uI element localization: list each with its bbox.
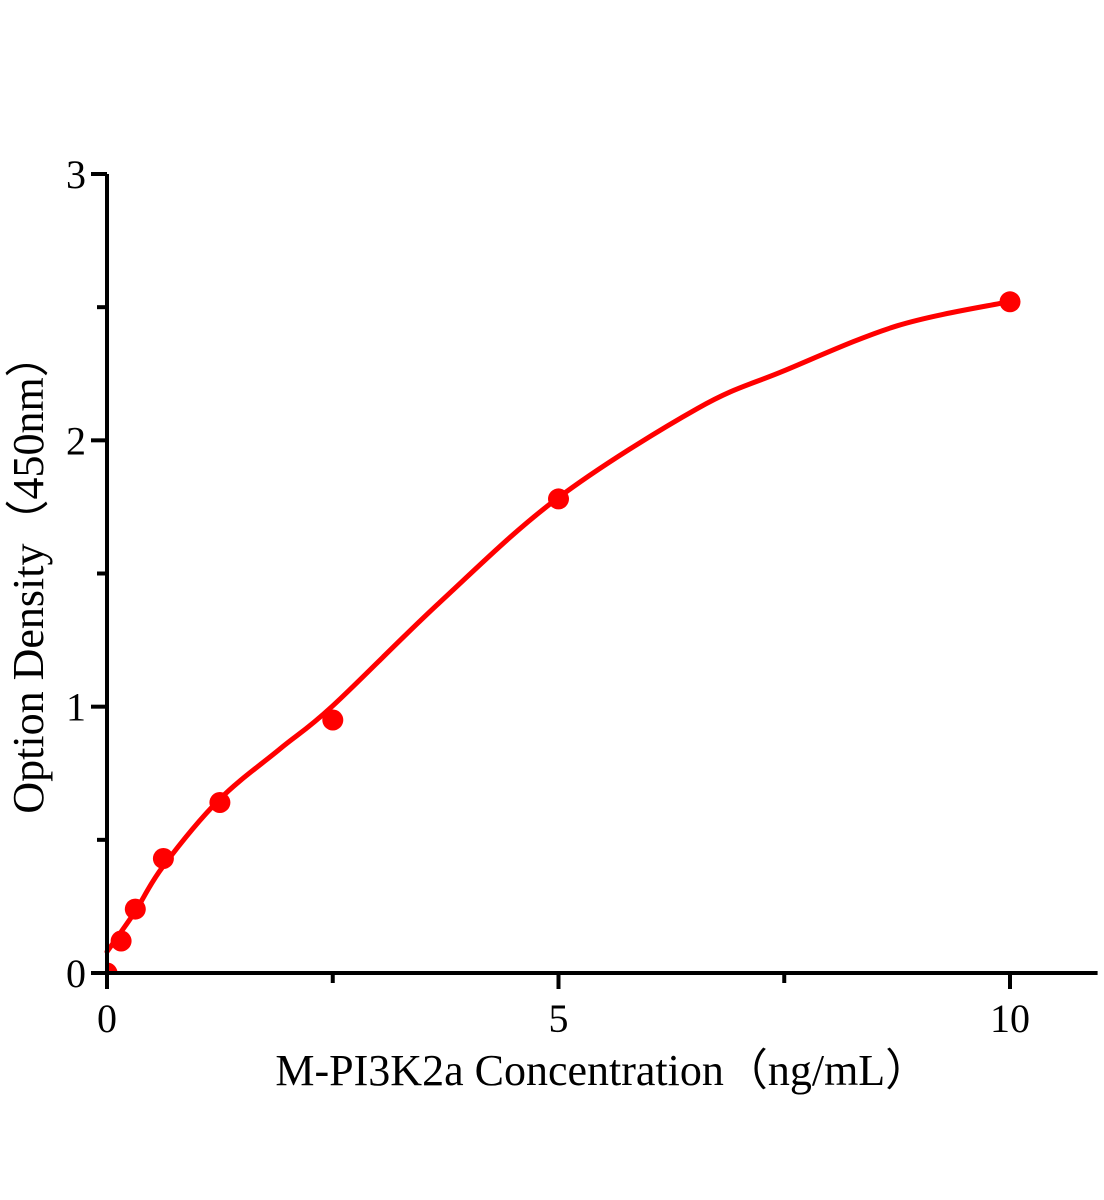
x-tick-label: 10 [990, 996, 1030, 1041]
y-tick-label: 3 [66, 152, 86, 197]
x-tick-label: 5 [549, 996, 569, 1041]
data-point [209, 792, 231, 813]
data-point [124, 898, 146, 920]
data-point [322, 709, 344, 731]
y-axis-title: Option Density（450nm） [4, 333, 53, 813]
y-tick-label: 1 [66, 685, 86, 730]
data-point [110, 930, 132, 952]
data-points-group [105, 291, 1021, 971]
y-tick-label: 2 [66, 418, 86, 463]
data-point [999, 291, 1021, 313]
y-tick-label: 0 [66, 951, 86, 996]
data-point [152, 848, 174, 869]
x-tick-label: 0 [97, 996, 117, 1041]
data-point [548, 488, 569, 510]
x-axis-title: M-PI3K2a Concentration（ng/mL） [275, 1046, 929, 1095]
